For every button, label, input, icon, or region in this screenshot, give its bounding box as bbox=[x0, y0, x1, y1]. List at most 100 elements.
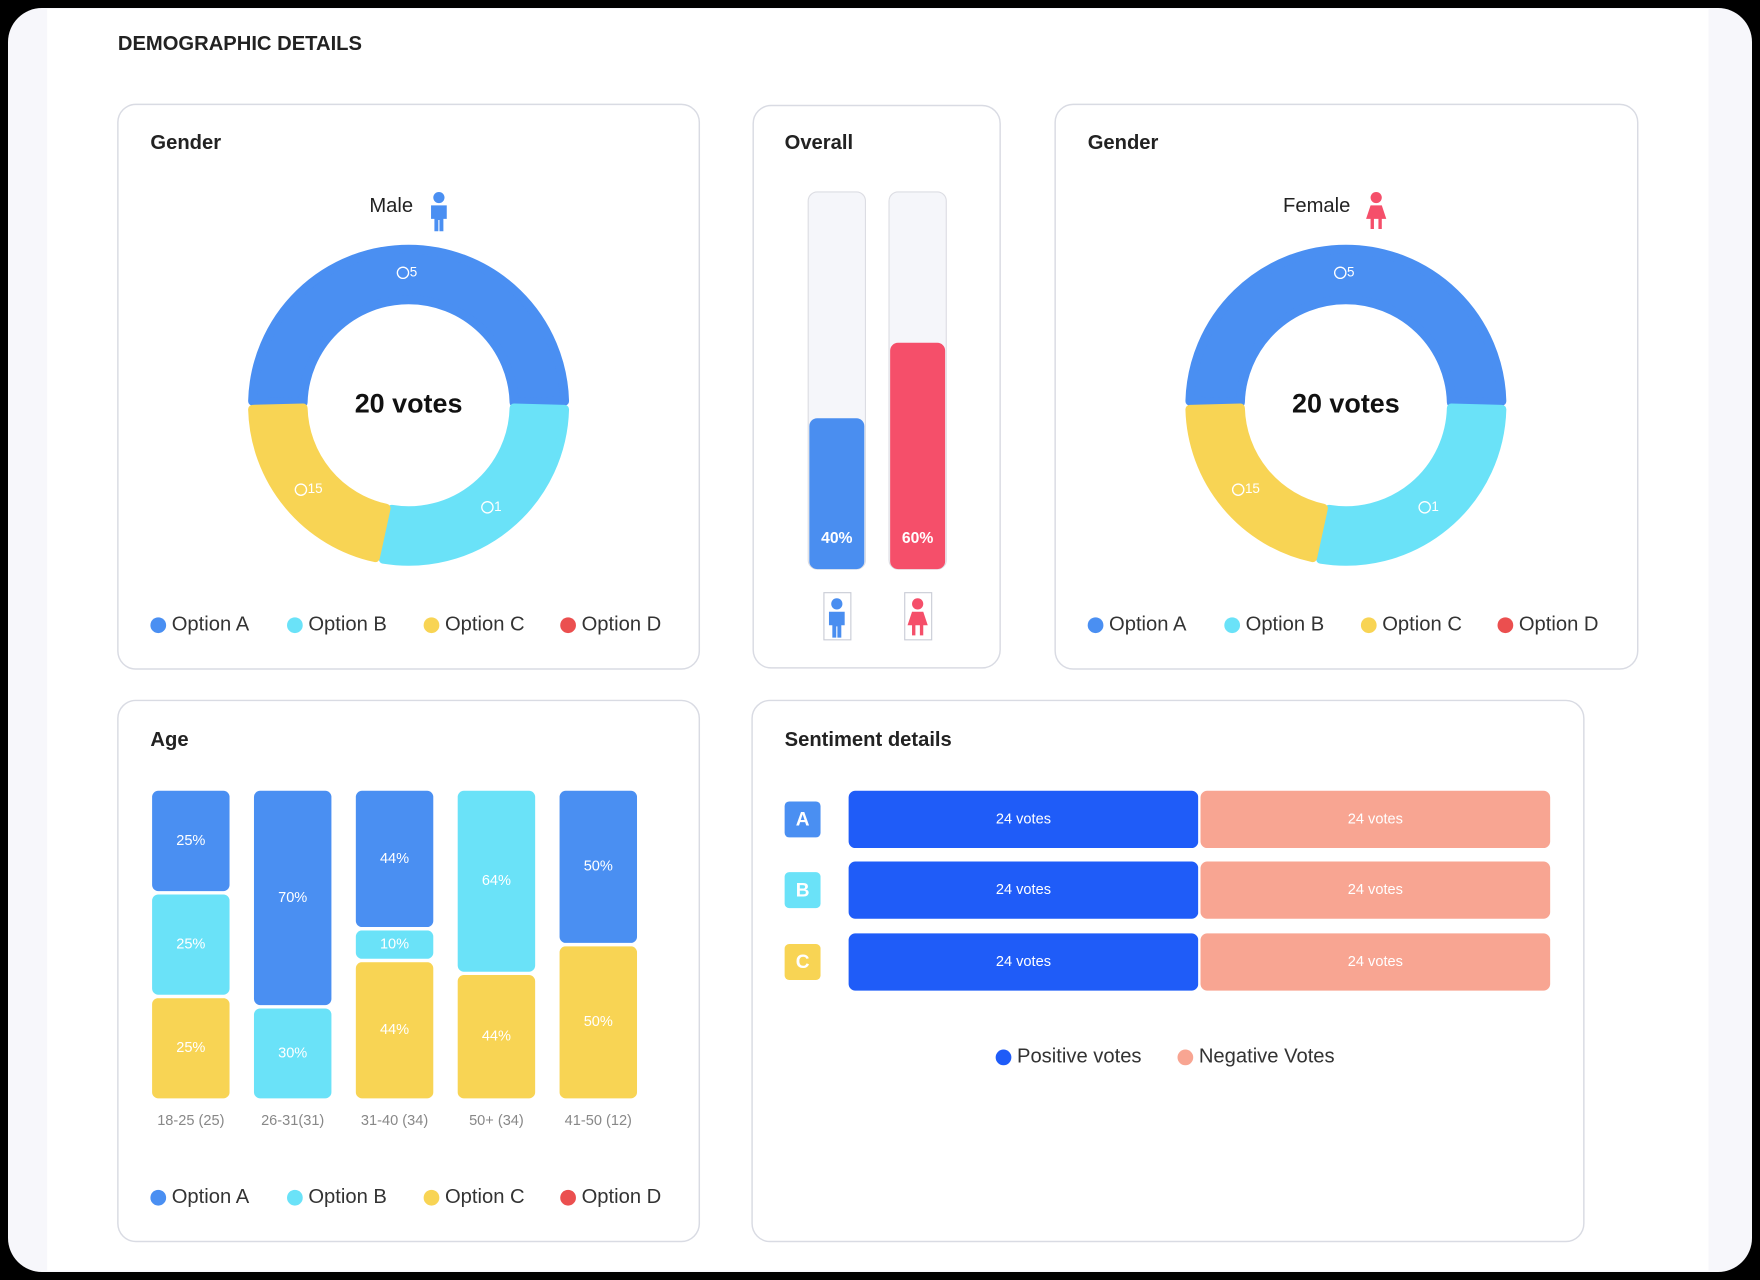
bar bbox=[809, 418, 865, 570]
card bbox=[752, 104, 1001, 669]
center-label: 20 votes bbox=[1292, 388, 1400, 418]
bar-value-label: 40% bbox=[821, 530, 852, 547]
segment-label: 44% bbox=[380, 1022, 409, 1038]
icon-frame bbox=[904, 592, 933, 641]
comment-icon bbox=[396, 266, 410, 280]
page: DEMOGRAPHIC DETAILS Gender Overall Gende… bbox=[47, 8, 1709, 1271]
segment-label: 70% bbox=[278, 890, 307, 906]
segment-label: 25% bbox=[176, 936, 205, 952]
bar bbox=[890, 342, 946, 570]
legend-label: Option B bbox=[308, 614, 387, 636]
card-title: Sentiment details bbox=[785, 729, 952, 751]
bar-segment bbox=[250, 787, 335, 1009]
legend-label: Option C bbox=[445, 614, 525, 636]
legend-swatch bbox=[1497, 617, 1514, 634]
comment-count: 5 bbox=[1347, 264, 1354, 279]
donut-segment bbox=[1185, 244, 1507, 407]
bar-segment bbox=[1198, 788, 1553, 851]
legend-label: Option C bbox=[1382, 614, 1462, 636]
legend-swatch bbox=[995, 1049, 1012, 1066]
comment-count: 15 bbox=[1245, 481, 1260, 496]
male-icon bbox=[431, 205, 447, 232]
category-label: A bbox=[796, 810, 810, 831]
legend-label: Option D bbox=[1519, 614, 1599, 636]
comment-icon bbox=[1333, 266, 1347, 280]
category-label: C bbox=[796, 952, 810, 973]
category-label: B bbox=[796, 880, 810, 901]
legend-label: Option A bbox=[172, 1186, 250, 1208]
segment-label: 50% bbox=[584, 859, 613, 875]
center-label: 20 votes bbox=[355, 388, 463, 418]
segment-label: 10% bbox=[380, 936, 409, 952]
comment-count: 15 bbox=[308, 481, 323, 496]
bar-segment bbox=[1198, 859, 1553, 922]
donut-segment bbox=[248, 403, 391, 563]
legend-label: Option A bbox=[1109, 614, 1187, 636]
legend-swatch bbox=[1177, 1049, 1194, 1066]
x-tick-label: 26-31(31) bbox=[261, 1113, 324, 1129]
legend-label: Positive votes bbox=[1017, 1046, 1142, 1068]
bar-segment bbox=[352, 787, 437, 931]
female-icon bbox=[1366, 205, 1387, 229]
bar-value-label: 60% bbox=[902, 530, 933, 547]
male-icon-head bbox=[831, 598, 843, 610]
comment-count: 5 bbox=[410, 264, 417, 279]
card bbox=[117, 103, 701, 670]
category-badge bbox=[784, 801, 821, 838]
legend-label: Option D bbox=[582, 1186, 662, 1208]
x-tick-label: 18-25 (25) bbox=[157, 1113, 224, 1129]
legend-label: Option B bbox=[1246, 614, 1325, 636]
legend-swatch bbox=[287, 1189, 303, 1206]
legend-swatch bbox=[423, 1189, 440, 1206]
card-title: Gender bbox=[150, 132, 221, 154]
comment-icon bbox=[294, 483, 308, 496]
x-tick-label: 50+ (34) bbox=[469, 1113, 524, 1129]
legend-swatch bbox=[1087, 617, 1104, 634]
legend-swatch bbox=[287, 617, 303, 634]
legend-swatch bbox=[560, 1189, 576, 1206]
comment-icon bbox=[481, 500, 494, 514]
legend-label: Option B bbox=[308, 1186, 387, 1208]
bar-segment bbox=[148, 787, 233, 895]
segment-label: 24 votes bbox=[996, 882, 1051, 898]
comment-icon bbox=[1231, 483, 1245, 496]
icon-frame bbox=[823, 592, 852, 641]
donut-segment bbox=[378, 403, 570, 566]
segment-label: 44% bbox=[380, 851, 409, 867]
donut-segment bbox=[1185, 403, 1328, 563]
card bbox=[1054, 103, 1639, 670]
page-title: DEMOGRAPHIC DETAILS bbox=[118, 33, 362, 55]
segment-label: 25% bbox=[176, 833, 205, 849]
segment-label: 24 votes bbox=[1348, 882, 1403, 898]
segment-label: 24 votes bbox=[996, 811, 1051, 827]
card-title: Overall bbox=[785, 132, 853, 154]
segment-label: 50% bbox=[584, 1014, 613, 1030]
legend-swatch bbox=[150, 1189, 167, 1206]
legend-label: Option A bbox=[172, 614, 250, 636]
x-tick-label: 31-40 (34) bbox=[361, 1113, 428, 1129]
legend-swatch bbox=[560, 617, 576, 634]
female-icon-head bbox=[1370, 191, 1382, 204]
gender-label: Male bbox=[369, 195, 413, 217]
comment-icon bbox=[1418, 500, 1431, 514]
segment-label: 24 votes bbox=[1348, 954, 1403, 970]
segment-label: 25% bbox=[176, 1040, 205, 1056]
category-badge bbox=[784, 872, 821, 909]
bar-segment bbox=[1198, 931, 1553, 993]
category-badge bbox=[784, 944, 821, 980]
comment-count: 1 bbox=[494, 499, 501, 514]
legend-label: Option C bbox=[445, 1186, 525, 1208]
donut-segment bbox=[1316, 403, 1507, 566]
legend-swatch bbox=[1360, 617, 1377, 634]
legend-label: Option D bbox=[582, 614, 662, 636]
female-icon bbox=[907, 611, 928, 636]
female-icon-head bbox=[912, 598, 924, 610]
segment-label: 64% bbox=[482, 873, 511, 889]
x-tick-label: 41-50 (12) bbox=[565, 1113, 632, 1129]
donut-segment bbox=[248, 244, 570, 407]
bar-segment bbox=[454, 787, 539, 976]
legend-label: Negative Votes bbox=[1199, 1046, 1335, 1068]
segment-label: 24 votes bbox=[1348, 811, 1403, 827]
comment-count: 1 bbox=[1431, 499, 1438, 514]
